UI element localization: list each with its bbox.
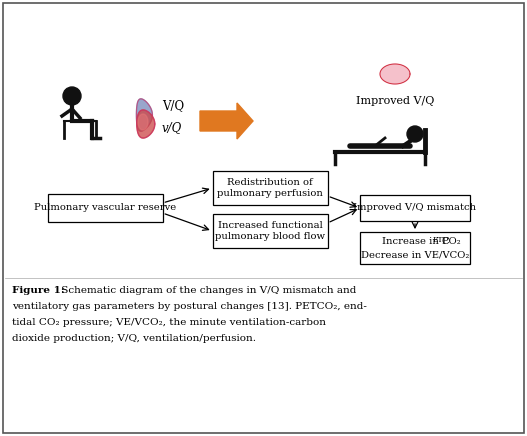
Text: Improved V/Q mismatch: Improved V/Q mismatch [354,204,476,212]
Text: Increased functional
pulmonary blood flow: Increased functional pulmonary blood flo… [215,221,325,241]
Text: ET: ET [433,236,444,245]
Polygon shape [380,64,410,84]
Polygon shape [136,99,152,131]
Text: V/Q: V/Q [162,99,184,112]
Text: Redistribution of
pulmonary perfusion: Redistribution of pulmonary perfusion [217,178,323,198]
Circle shape [407,126,423,142]
Polygon shape [138,114,148,130]
Text: Improved V/Q: Improved V/Q [356,96,434,106]
Text: dioxide production; V/Q, ventilation/perfusion.: dioxide production; V/Q, ventilation/per… [12,334,256,343]
Text: Pulmonary vascular reserve: Pulmonary vascular reserve [34,204,176,212]
Text: Schematic diagram of the changes in V/Q mismatch and: Schematic diagram of the changes in V/Q … [58,286,356,295]
Text: CO₂: CO₂ [441,238,461,246]
FancyBboxPatch shape [212,171,327,205]
FancyBboxPatch shape [47,194,162,222]
Text: ventilatory gas parameters by postural changes [13]. PETCO₂, end-: ventilatory gas parameters by postural c… [12,302,367,311]
FancyArrow shape [200,103,253,139]
FancyBboxPatch shape [212,214,327,248]
Text: Increase in P: Increase in P [382,238,448,246]
Text: Figure 1:: Figure 1: [12,286,65,295]
Polygon shape [137,110,155,138]
FancyBboxPatch shape [360,195,470,221]
Text: v/Q: v/Q [162,122,182,134]
Text: Decrease in VE/VCO₂: Decrease in VE/VCO₂ [361,251,469,259]
Text: tidal CO₂ pressure; VE/VCO₂, the minute ventilation-carbon: tidal CO₂ pressure; VE/VCO₂, the minute … [12,318,326,327]
Circle shape [63,87,81,105]
FancyBboxPatch shape [360,232,470,264]
